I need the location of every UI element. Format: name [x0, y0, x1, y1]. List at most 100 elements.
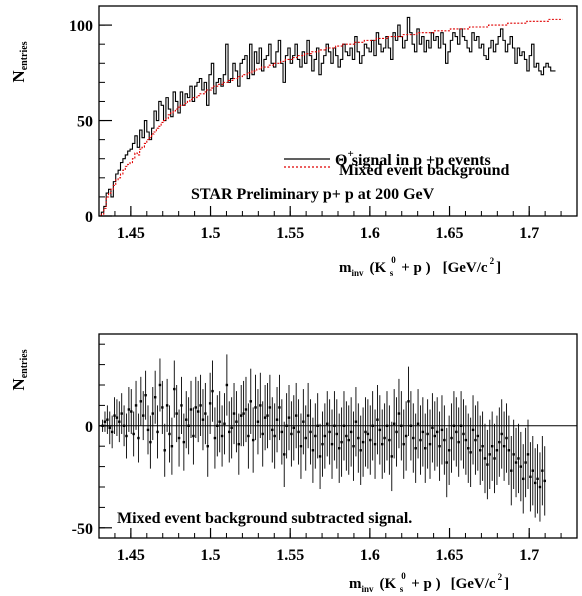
data-point — [273, 434, 276, 438]
data-point — [189, 408, 193, 411]
data-point — [529, 475, 532, 478]
data-point — [266, 414, 269, 417]
data-point — [431, 426, 434, 430]
data-point — [146, 428, 150, 432]
data-point — [407, 400, 410, 403]
data-point — [354, 420, 358, 423]
data-point — [306, 414, 310, 417]
data-point — [412, 436, 415, 440]
data-point — [118, 420, 121, 423]
data-point — [342, 424, 346, 427]
data-point — [163, 449, 166, 452]
data-point — [326, 422, 329, 425]
data-point — [137, 436, 140, 440]
data-point — [337, 447, 341, 450]
data-point — [175, 412, 178, 415]
data-point — [139, 400, 143, 403]
top-legend: Θ+signal in p +p events Mixed event back… — [284, 148, 509, 179]
data-point — [536, 477, 539, 481]
x-tick-label: 1.55 — [276, 547, 304, 564]
data-point — [318, 455, 322, 458]
data-point — [495, 449, 499, 452]
x-tick-label: 1.5 — [201, 547, 221, 564]
data-point — [302, 420, 305, 423]
data-point — [359, 449, 362, 452]
data-point — [280, 430, 284, 434]
data-point — [459, 424, 463, 427]
data-point — [185, 418, 188, 421]
data-point — [481, 445, 484, 448]
legend-signal-label: Θ+signal in p +p events — [335, 148, 491, 169]
data-point — [381, 442, 384, 446]
data-point — [235, 420, 238, 423]
data-point — [304, 436, 307, 440]
data-point — [538, 485, 542, 489]
data-point — [113, 414, 116, 417]
signal-histogram — [100, 16, 556, 216]
top-y-axis-label: Nentries — [9, 41, 30, 82]
data-point — [364, 430, 367, 434]
data-point — [247, 434, 250, 438]
data-point — [330, 442, 334, 446]
data-point — [168, 432, 171, 436]
x-tick-label: 1.45 — [117, 547, 145, 564]
data-point — [426, 432, 429, 436]
top-series-group — [100, 16, 563, 216]
data-point — [230, 426, 233, 430]
data-point — [211, 389, 214, 393]
data-point — [409, 424, 413, 427]
data-point — [294, 414, 298, 417]
data-point — [438, 445, 441, 448]
data-point — [283, 453, 286, 456]
data-point — [268, 406, 272, 409]
data-point — [447, 449, 451, 452]
data-point — [220, 434, 224, 438]
data-point — [366, 432, 370, 436]
data-point — [522, 477, 525, 481]
data-point — [263, 416, 267, 419]
data-point — [421, 430, 425, 434]
data-point — [151, 412, 154, 415]
bottom-panel: 1.45 1.5 1.55 1.6 1.65 1.7 -50 0 Nentries Mixed… — [9, 333, 578, 594]
data-point — [125, 434, 128, 438]
x-tick-label: 1.65 — [436, 225, 464, 242]
data-point — [218, 420, 221, 423]
data-point — [510, 469, 513, 472]
data-point — [225, 383, 229, 387]
data-point — [500, 432, 503, 436]
data-point — [199, 404, 202, 407]
y-tick-label: 50 — [77, 114, 93, 131]
data-point — [369, 438, 372, 442]
data-point — [240, 414, 243, 417]
data-point — [134, 404, 138, 407]
data-point — [251, 438, 255, 442]
data-point — [388, 438, 391, 442]
data-point — [223, 422, 226, 425]
y-tick-label: -50 — [72, 521, 93, 538]
data-point — [323, 434, 327, 438]
data-point — [297, 430, 300, 434]
data-point — [309, 430, 312, 434]
x-tick-label: 1.65 — [436, 547, 464, 564]
data-point — [194, 406, 197, 409]
data-point — [392, 422, 396, 425]
data-point — [443, 438, 446, 442]
data-point — [376, 418, 379, 421]
data-point — [445, 461, 448, 464]
data-point — [357, 436, 360, 440]
data-point — [261, 432, 264, 436]
data-point — [333, 424, 336, 427]
data-point — [347, 438, 350, 442]
data-point — [335, 432, 339, 436]
data-point — [419, 438, 422, 442]
data-point — [196, 410, 200, 413]
data-point — [502, 445, 506, 448]
data-point — [505, 436, 508, 440]
data-point — [533, 481, 537, 485]
data-point — [490, 445, 494, 448]
data-point — [383, 436, 386, 440]
data-point — [512, 453, 515, 456]
data-point — [275, 418, 279, 421]
data-point — [153, 396, 157, 399]
